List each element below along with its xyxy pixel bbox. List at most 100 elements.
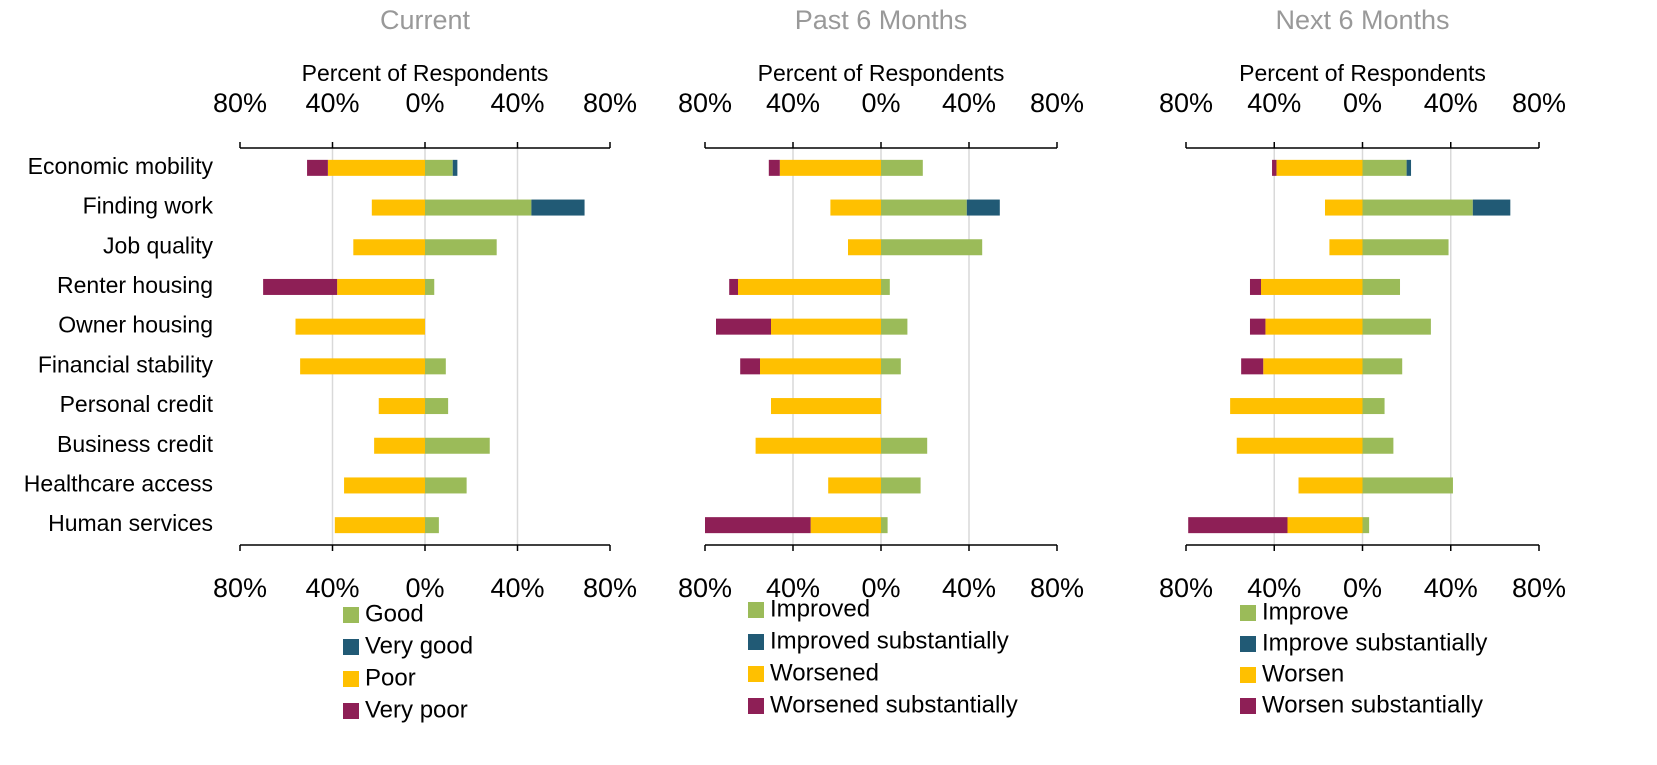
bar-segment bbox=[327, 159, 425, 176]
x-tick-label: 40% bbox=[1247, 88, 1301, 118]
bar-segment bbox=[425, 239, 497, 256]
bar-segment bbox=[531, 199, 585, 216]
bar-segment bbox=[830, 199, 881, 216]
x-tick-label: 40% bbox=[1424, 88, 1478, 118]
bar-segment bbox=[371, 199, 425, 216]
x-tick-label: 0% bbox=[861, 573, 900, 603]
category-label: Business credit bbox=[57, 431, 214, 457]
bar-segment bbox=[768, 159, 780, 176]
bar-segment bbox=[1362, 517, 1370, 534]
x-tick-label: 40% bbox=[305, 88, 359, 118]
bar-segment bbox=[1276, 159, 1363, 176]
axis-label: Percent of Respondents bbox=[1239, 60, 1486, 86]
bar-segment bbox=[378, 398, 425, 415]
axis-label: Percent of Respondents bbox=[302, 60, 549, 86]
bar-segment bbox=[334, 517, 425, 534]
bar-segment bbox=[1362, 477, 1453, 494]
legend-label: Worsen substantially bbox=[1262, 691, 1483, 718]
bar-segment bbox=[1261, 278, 1363, 295]
bar-segment bbox=[1230, 398, 1363, 415]
x-tick-label: 40% bbox=[942, 88, 996, 118]
bar-segment bbox=[1362, 358, 1403, 375]
x-tick-label: 0% bbox=[1343, 88, 1382, 118]
x-tick-label: 80% bbox=[213, 88, 267, 118]
bar-segment bbox=[881, 239, 983, 256]
legend-label: Improve substantially bbox=[1262, 629, 1487, 656]
legend-swatch bbox=[748, 698, 764, 714]
bar-segment bbox=[452, 159, 458, 176]
bar-segment bbox=[344, 477, 425, 494]
bar-segment bbox=[1362, 398, 1385, 415]
x-tick-label: 80% bbox=[1159, 573, 1213, 603]
x-tick-label: 80% bbox=[678, 88, 732, 118]
bar-segment bbox=[705, 517, 811, 534]
legend-label: Improved bbox=[770, 595, 870, 622]
bar-segment bbox=[848, 239, 881, 256]
bar-segment bbox=[828, 477, 881, 494]
bar-segment bbox=[263, 278, 338, 295]
bar-segment bbox=[1362, 437, 1394, 454]
bar-segment bbox=[425, 517, 439, 534]
legend-label: Improved substantially bbox=[770, 627, 1009, 654]
bar-segment bbox=[810, 517, 881, 534]
legend-swatch bbox=[1240, 667, 1256, 683]
bar-segment bbox=[353, 239, 425, 256]
category-label: Owner housing bbox=[58, 312, 213, 338]
bar-segment bbox=[738, 278, 881, 295]
legend-label: Very good bbox=[365, 632, 473, 659]
x-tick-label: 40% bbox=[490, 88, 544, 118]
bar-segment bbox=[1362, 239, 1449, 256]
bar-segment bbox=[740, 358, 760, 375]
bar-segment bbox=[1263, 358, 1363, 375]
bar-segment bbox=[1249, 318, 1266, 335]
x-tick-label: 40% bbox=[1424, 573, 1478, 603]
bar-segment bbox=[966, 199, 1000, 216]
x-tick-label: 40% bbox=[305, 573, 359, 603]
bar-segment bbox=[716, 318, 771, 335]
x-tick-label: 80% bbox=[1030, 88, 1084, 118]
bar-segment bbox=[881, 278, 890, 295]
bar-segment bbox=[425, 398, 449, 415]
category-label: Finding work bbox=[83, 193, 214, 219]
legend-label: Good bbox=[365, 600, 424, 627]
legend-swatch bbox=[343, 607, 359, 623]
x-tick-label: 0% bbox=[861, 88, 900, 118]
bar-segment bbox=[881, 318, 908, 335]
legend-label: Poor bbox=[365, 664, 416, 691]
bar-segment bbox=[779, 159, 881, 176]
x-tick-label: 40% bbox=[766, 573, 820, 603]
category-label: Healthcare access bbox=[24, 471, 213, 497]
bar-segment bbox=[881, 199, 967, 216]
x-tick-label: 80% bbox=[1159, 88, 1213, 118]
legend-label: Worsened bbox=[770, 659, 879, 686]
bar-segment bbox=[425, 358, 446, 375]
legend-swatch bbox=[748, 602, 764, 618]
bar-segment bbox=[1249, 278, 1262, 295]
x-tick-label: 80% bbox=[1512, 573, 1566, 603]
category-label: Human services bbox=[48, 510, 213, 536]
x-tick-label: 80% bbox=[678, 573, 732, 603]
bar-segment bbox=[1272, 159, 1277, 176]
legend-swatch bbox=[1240, 698, 1256, 714]
legend-swatch bbox=[343, 671, 359, 687]
x-tick-label: 0% bbox=[405, 88, 444, 118]
category-label: Renter housing bbox=[57, 272, 213, 298]
category-label: Economic mobility bbox=[28, 153, 214, 179]
axis-label: Percent of Respondents bbox=[758, 60, 1005, 86]
bar-segment bbox=[1188, 517, 1288, 534]
bar-segment bbox=[374, 437, 425, 454]
bar-segment bbox=[881, 517, 888, 534]
panel-title: Past 6 Months bbox=[795, 5, 968, 35]
x-tick-label: 80% bbox=[1030, 573, 1084, 603]
x-tick-label: 0% bbox=[1343, 573, 1382, 603]
bar-segment bbox=[307, 159, 328, 176]
bar-segment bbox=[1362, 199, 1473, 216]
legend-label: Improve bbox=[1262, 598, 1349, 625]
bar-segment bbox=[881, 358, 901, 375]
bar-segment bbox=[425, 278, 435, 295]
x-tick-label: 80% bbox=[1512, 88, 1566, 118]
category-label: Financial stability bbox=[38, 351, 214, 377]
bar-segment bbox=[1472, 199, 1511, 216]
bar-segment bbox=[771, 398, 881, 415]
bar-segment bbox=[1406, 159, 1412, 176]
